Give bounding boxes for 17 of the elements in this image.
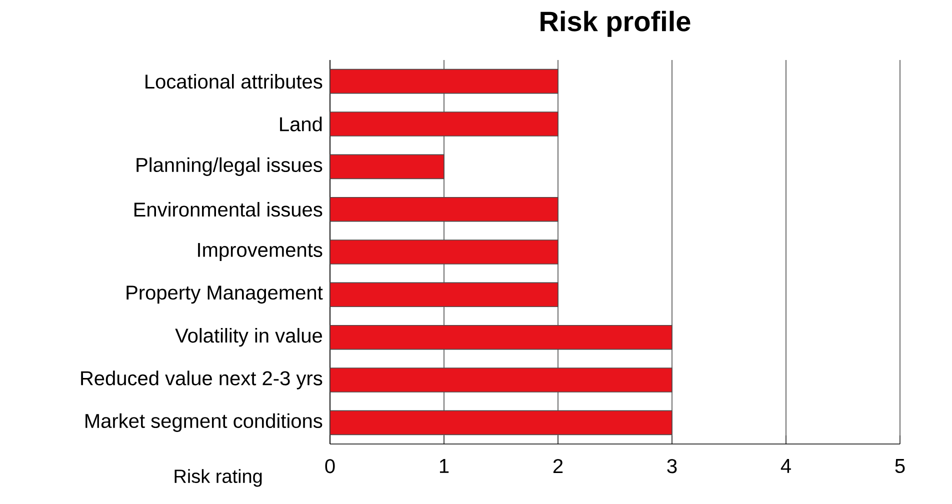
x-tick-label: 2 [553,459,563,474]
y-tick-label: Reduced value next 2-3 yrs [81,370,322,390]
x-tick-label: 0 [325,459,335,474]
y-tick-label: Volatility in value [175,328,322,347]
x-axis-title: Risk rating [174,469,262,487]
x-tick-label: 4 [780,459,791,473]
y-tick-label: Land [280,116,322,132]
y-tick-label: Improvements [198,243,322,261]
y-tick-label: Environmental issues [134,202,322,217]
y-tick-label: Market segment conditions [86,413,322,432]
y-tick-label: Planning/legal issues [136,157,322,176]
chart-title: Risk profile [540,10,690,37]
x-tick-label: 3 [667,459,677,474]
x-tick-label: 5 [895,459,905,474]
x-tick-label: 1 [440,459,449,473]
y-tick-label: Locational attributes [146,74,322,89]
y-tick-label: Property Management [126,286,323,304]
